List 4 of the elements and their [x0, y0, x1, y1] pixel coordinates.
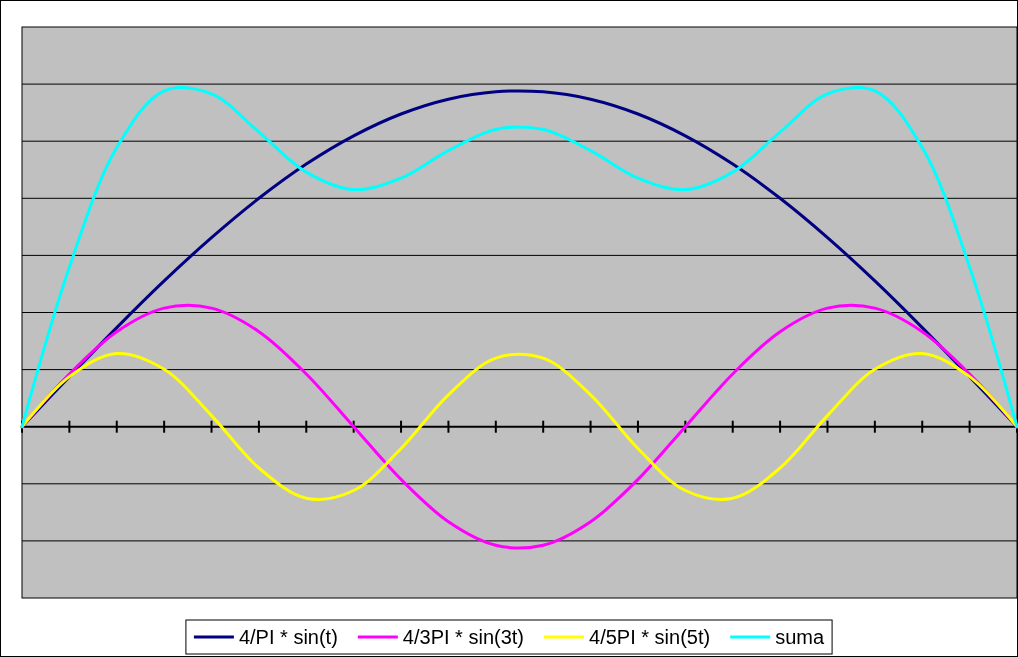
legend-label: 4/PI * sin(t) [238, 626, 338, 648]
legend-label: suma [775, 626, 825, 648]
legend-label: 4/3PI * sin(3t) [402, 626, 525, 648]
legend-label: 4/5PI * sin(5t) [589, 626, 711, 648]
